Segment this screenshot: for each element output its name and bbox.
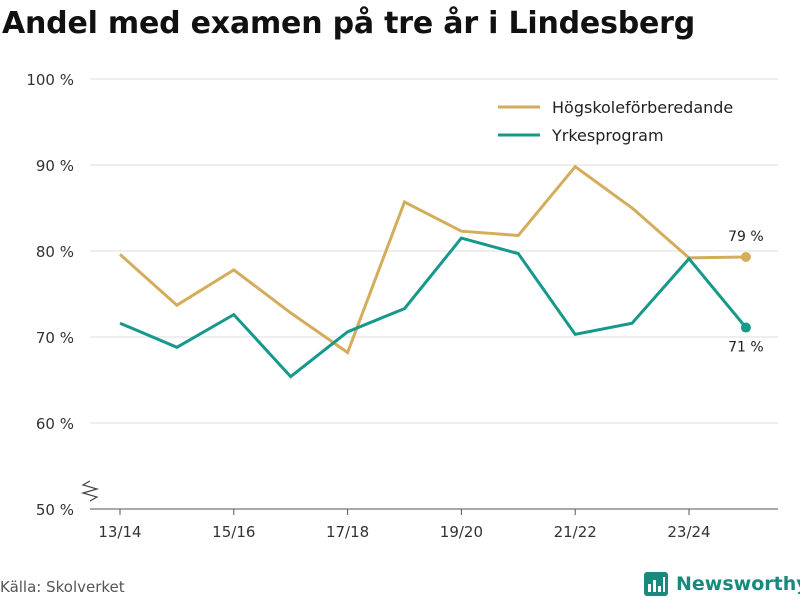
series-end-point	[740, 252, 751, 263]
y-tick-label: 60 %	[36, 415, 74, 433]
newsworthy-logo-icon	[644, 572, 668, 596]
y-tick-label: 50 %	[36, 501, 74, 519]
axis-break-icon	[80, 480, 100, 502]
y-tick-label: 90 %	[36, 157, 74, 175]
source-note: Källa: Skolverket	[0, 578, 125, 596]
chart-title: Andel med examen på tre år i Lindesberg	[2, 6, 696, 41]
y-tick-label: 70 %	[36, 329, 74, 347]
y-tick-label: 80 %	[36, 243, 74, 261]
series-line	[119, 236, 748, 379]
legend-item: Yrkesprogram	[498, 126, 664, 145]
x-tick-label: 21/22	[554, 523, 597, 541]
series-end-point	[740, 322, 751, 333]
series-lines: 79 % 71 %	[119, 164, 764, 379]
x-tick-label: 19/20	[440, 523, 483, 541]
series-0: 79 %	[119, 164, 764, 355]
y-axis-tick-labels: 50 % 60 % 70 % 80 % 90 % 100 %	[26, 71, 74, 519]
y-tick-label: 100 %	[26, 71, 74, 89]
x-tick-label: 13/14	[98, 523, 141, 541]
legend: Högskoleförberedande Yrkesprogram	[498, 98, 733, 145]
x-axis-tick-labels: 13/14 15/16 17/18 19/20 21/22 23/24	[98, 523, 710, 541]
series-line	[119, 164, 746, 355]
legend-label: Högskoleförberedande	[552, 98, 733, 117]
series-end-label: 71 %	[728, 340, 764, 356]
gridlines	[90, 78, 778, 424]
series-1: 71 %	[119, 236, 764, 379]
legend-item: Högskoleförberedande	[498, 98, 733, 117]
x-axis	[80, 480, 778, 515]
x-tick-label: 23/24	[667, 523, 710, 541]
x-tick-label: 15/16	[212, 523, 255, 541]
newsworthy-logo-text: Newsworthy	[676, 573, 800, 595]
newsworthy-logo: Newsworthy	[644, 569, 800, 599]
legend-label: Yrkesprogram	[551, 126, 664, 145]
x-tick-label: 17/18	[326, 523, 369, 541]
series-end-label: 79 %	[728, 229, 764, 245]
